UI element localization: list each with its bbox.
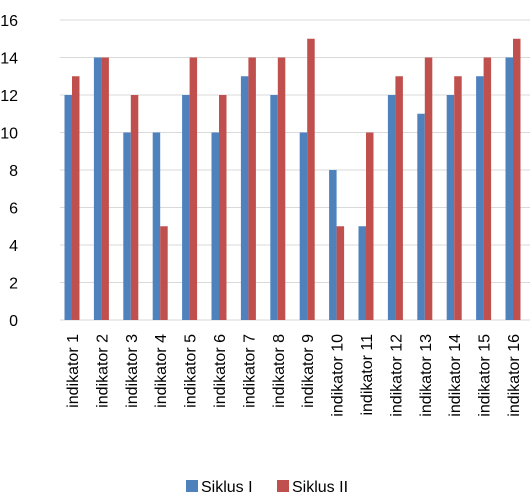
- x-tick-label: indikator 15: [477, 334, 494, 417]
- bar-siklus-2-13: [424, 57, 433, 320]
- bar-siklus-2-14: [454, 76, 462, 320]
- x-tick-label: indikator 12: [388, 334, 405, 417]
- bar-siklus-1-2: [93, 57, 102, 320]
- x-tick-label: indikator 3: [124, 334, 141, 408]
- bar-siklus-2-2: [101, 57, 109, 320]
- bar-siklus-2-3: [130, 95, 139, 320]
- bar-siklus-2-4: [160, 226, 168, 320]
- gridlines: [60, 19, 530, 321]
- x-tick-label: indikator 6: [212, 334, 229, 408]
- bar-siklus-2-12: [395, 76, 403, 320]
- bar-siklus-1-3: [123, 132, 131, 320]
- bar-siklus-2-1: [72, 76, 80, 320]
- y-tick-label: 10: [0, 126, 18, 143]
- y-tick-label: 8: [9, 163, 18, 180]
- bar-siklus-2-8: [277, 57, 286, 320]
- y-tick-label: 12: [0, 88, 18, 105]
- legend-label-1: Siklus I: [201, 479, 253, 496]
- x-tick-label: indikator 1: [65, 334, 82, 408]
- legend-swatch-2: [277, 480, 289, 492]
- y-tick-label: 2: [9, 276, 18, 293]
- y-tick-label: 6: [9, 201, 18, 218]
- x-tick-label: indikator 9: [300, 334, 317, 408]
- x-tick-label: indikator 16: [506, 334, 523, 417]
- bar-siklus-2-16: [513, 38, 521, 320]
- x-tick-label: indikator 4: [153, 334, 170, 408]
- bar-siklus-2-15: [483, 57, 492, 320]
- bar-siklus-2-5: [189, 57, 198, 320]
- bar-siklus-1-8: [270, 95, 278, 320]
- bar-siklus-1-4: [152, 132, 161, 320]
- x-axis-labels: indikator 1 indikator 2 indikator 3 indikat…: [65, 334, 523, 417]
- x-tick-label: indikator 11: [359, 334, 376, 416]
- x-tick-label: indikator 14: [447, 334, 464, 417]
- bar-siklus-2-6: [219, 95, 227, 320]
- bar-siklus-1-5: [182, 95, 190, 320]
- bar-siklus-1-9: [299, 132, 308, 320]
- bar-siklus-1-12: [387, 95, 396, 320]
- y-tick-label: 4: [9, 238, 18, 255]
- bar-siklus-2-10: [336, 226, 345, 320]
- bars: [64, 38, 521, 320]
- y-tick-label: 16: [0, 13, 18, 30]
- bar-siklus-2-9: [307, 38, 315, 320]
- legend-swatch-1: [186, 480, 198, 492]
- legend-label-2: Siklus II: [292, 479, 348, 496]
- bar-siklus-1-15: [476, 76, 484, 320]
- bar-siklus-1-10: [329, 170, 337, 320]
- x-tick-label: indikator 5: [183, 334, 200, 408]
- x-tick-label: indikator 13: [418, 334, 435, 417]
- bar-siklus-1-14: [446, 95, 455, 320]
- bar-siklus-1-7: [240, 76, 249, 320]
- x-tick-label: indikator 7: [241, 334, 258, 408]
- x-tick-label: indikator 10: [330, 334, 347, 417]
- y-axis-ticks: 0 2 4 6 8 10 12 14 16: [0, 13, 18, 330]
- bar-siklus-1-1: [64, 95, 72, 320]
- bar-siklus-1-11: [358, 226, 366, 320]
- legend: Siklus I Siklus II: [186, 479, 348, 496]
- bar-siklus-1-6: [211, 132, 219, 320]
- x-tick-label: indikator 8: [271, 334, 288, 408]
- bar-siklus-2-11: [366, 132, 374, 320]
- y-tick-label: 14: [0, 51, 18, 68]
- bar-siklus-1-13: [417, 113, 425, 320]
- bar-siklus-2-7: [248, 57, 256, 320]
- bar-siklus-1-16: [505, 57, 513, 320]
- y-tick-label: 0: [9, 313, 18, 330]
- x-tick-label: indikator 2: [94, 334, 111, 408]
